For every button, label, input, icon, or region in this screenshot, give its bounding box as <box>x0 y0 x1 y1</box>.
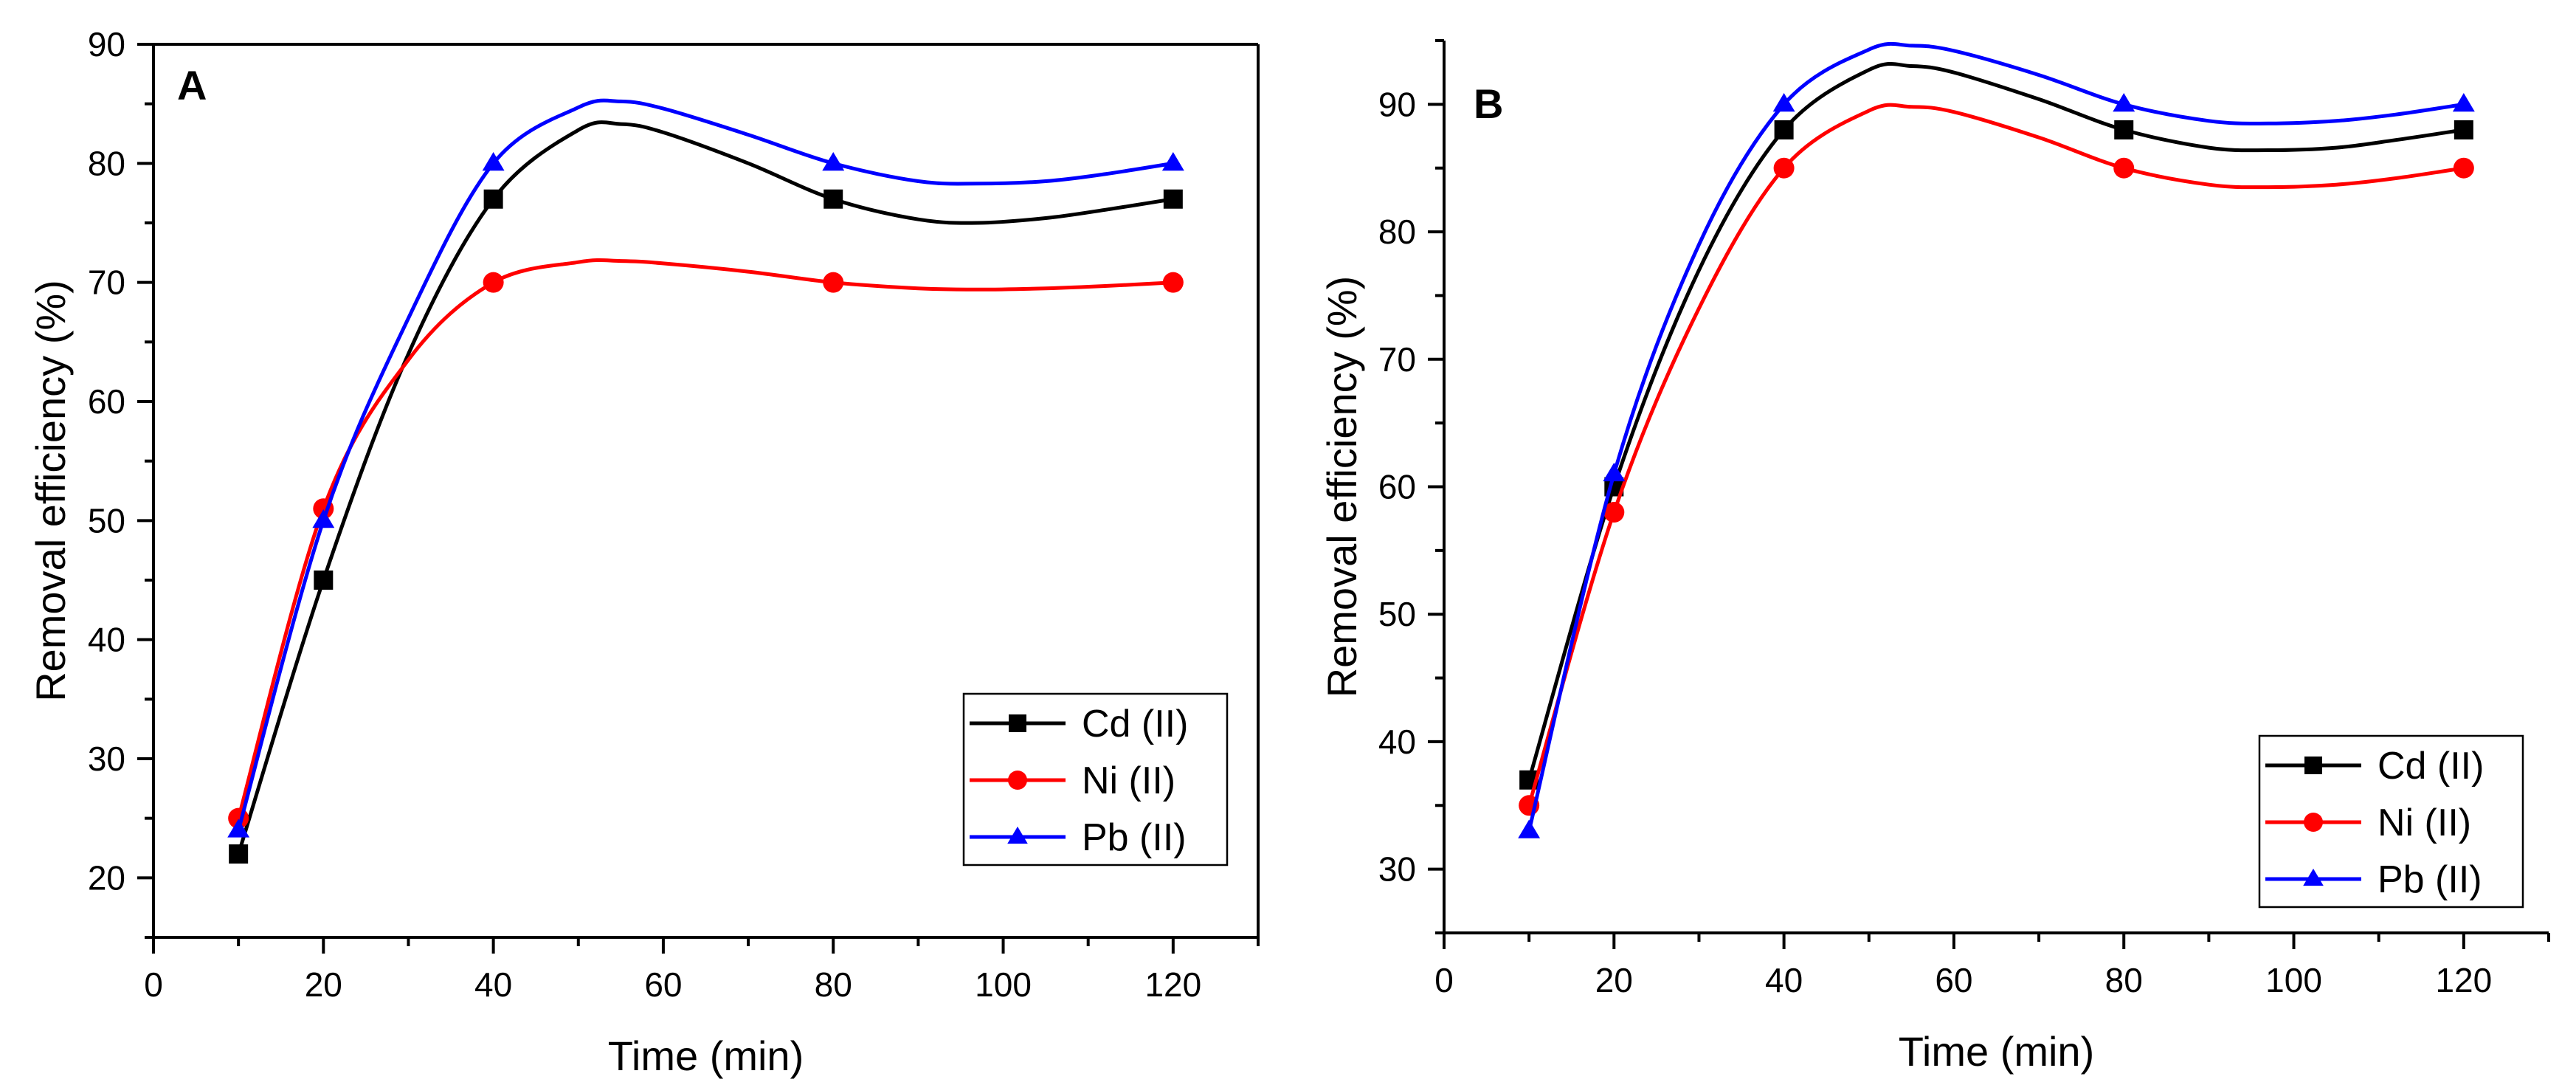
data-point <box>2453 157 2474 179</box>
y-tick-label: 30 <box>88 740 125 778</box>
panel-letter: B <box>1474 80 1503 127</box>
data-point <box>2452 93 2475 112</box>
y-tick-label: 90 <box>88 25 125 63</box>
legend-marker <box>1007 826 1028 844</box>
legend-label: Ni (II) <box>2378 802 2471 844</box>
series-line <box>1527 61 2465 781</box>
data-point <box>1603 462 1626 482</box>
x-tick-label: 60 <box>1935 961 1972 999</box>
y-axis-title: Removal efficiency (%) <box>1319 276 1365 698</box>
y-tick-label: 60 <box>1378 468 1416 506</box>
data-point <box>312 509 335 528</box>
data-point <box>823 189 843 209</box>
x-tick-label: 40 <box>1765 961 1803 999</box>
data-point <box>1772 93 1795 112</box>
x-tick-label: 20 <box>305 965 342 1004</box>
legend-marker <box>2304 757 2322 774</box>
y-axis-title: Removal efficiency (%) <box>27 280 74 702</box>
x-tick-label: 0 <box>144 965 163 1004</box>
data-point <box>314 571 334 590</box>
data-point <box>2113 157 2135 179</box>
data-point <box>229 844 249 864</box>
y-tick-label: 40 <box>88 621 125 659</box>
data-point <box>483 189 503 209</box>
x-tick-label: 80 <box>2105 961 2143 999</box>
data-point <box>1163 189 1183 209</box>
y-tick-label: 70 <box>1378 340 1416 379</box>
data-point <box>2114 120 2134 139</box>
legend-label: Pb (II) <box>1082 816 1187 859</box>
legend-marker <box>2304 813 2323 832</box>
y-tick-label: 20 <box>88 858 125 897</box>
data-point <box>1774 120 1794 139</box>
data-point <box>482 152 505 171</box>
x-tick-label: 80 <box>815 965 852 1004</box>
y-tick-label: 40 <box>1378 723 1416 761</box>
series-line <box>1527 41 2465 832</box>
data-point <box>227 819 250 838</box>
x-tick-label: 120 <box>2435 961 2492 999</box>
legend-label: Pb (II) <box>2378 858 2482 901</box>
y-tick-label: 70 <box>88 263 125 302</box>
y-tick-label: 50 <box>1378 595 1416 633</box>
x-tick-label: 0 <box>1434 961 1454 999</box>
data-point <box>483 272 504 293</box>
data-point <box>1162 272 1184 293</box>
data-point <box>1603 502 1625 523</box>
y-tick-label: 50 <box>88 501 125 540</box>
x-axis-title: Time (min) <box>608 1033 804 1079</box>
panel-a: 0 20 40 60 80 100 120 20 30 40 50 60 70 80 90 Time (min… <box>27 25 1260 1079</box>
y-tick-label: 30 <box>1378 850 1416 889</box>
data-point <box>1518 819 1541 838</box>
data-point <box>2454 120 2473 139</box>
data-point <box>2113 93 2135 112</box>
x-tick-label: 120 <box>1144 965 1201 1004</box>
legend-label: Cd (II) <box>1082 703 1188 745</box>
legend-label: Ni (II) <box>1082 759 1175 802</box>
y-tick-label: 80 <box>88 144 125 182</box>
series-line <box>236 98 1174 831</box>
series-line <box>1527 103 2465 806</box>
x-tick-label: 20 <box>1595 961 1633 999</box>
legend-label: Cd (II) <box>2378 745 2484 788</box>
y-tick-label: 80 <box>1378 213 1416 251</box>
x-axis-title: Time (min) <box>1899 1028 2094 1075</box>
panel-letter: A <box>177 62 207 108</box>
x-tick-label: 40 <box>474 965 512 1004</box>
legend-marker <box>1008 771 1027 790</box>
legend-marker <box>1009 714 1026 732</box>
y-tick-label: 90 <box>1378 85 1416 123</box>
x-tick-label: 100 <box>2265 961 2322 999</box>
data-point <box>1161 152 1184 171</box>
series-line <box>236 120 1174 855</box>
data-point <box>822 152 845 171</box>
panel-b: 0 20 40 60 80 100 120 30 40 50 60 70 80 90 Time (min) R… <box>1319 39 2550 1075</box>
x-tick-label: 100 <box>975 965 1032 1004</box>
data-point <box>823 272 844 293</box>
legend-marker <box>2303 868 2324 886</box>
x-tick-label: 60 <box>644 965 682 1004</box>
data-point <box>1773 157 1795 179</box>
y-tick-label: 60 <box>88 382 125 421</box>
